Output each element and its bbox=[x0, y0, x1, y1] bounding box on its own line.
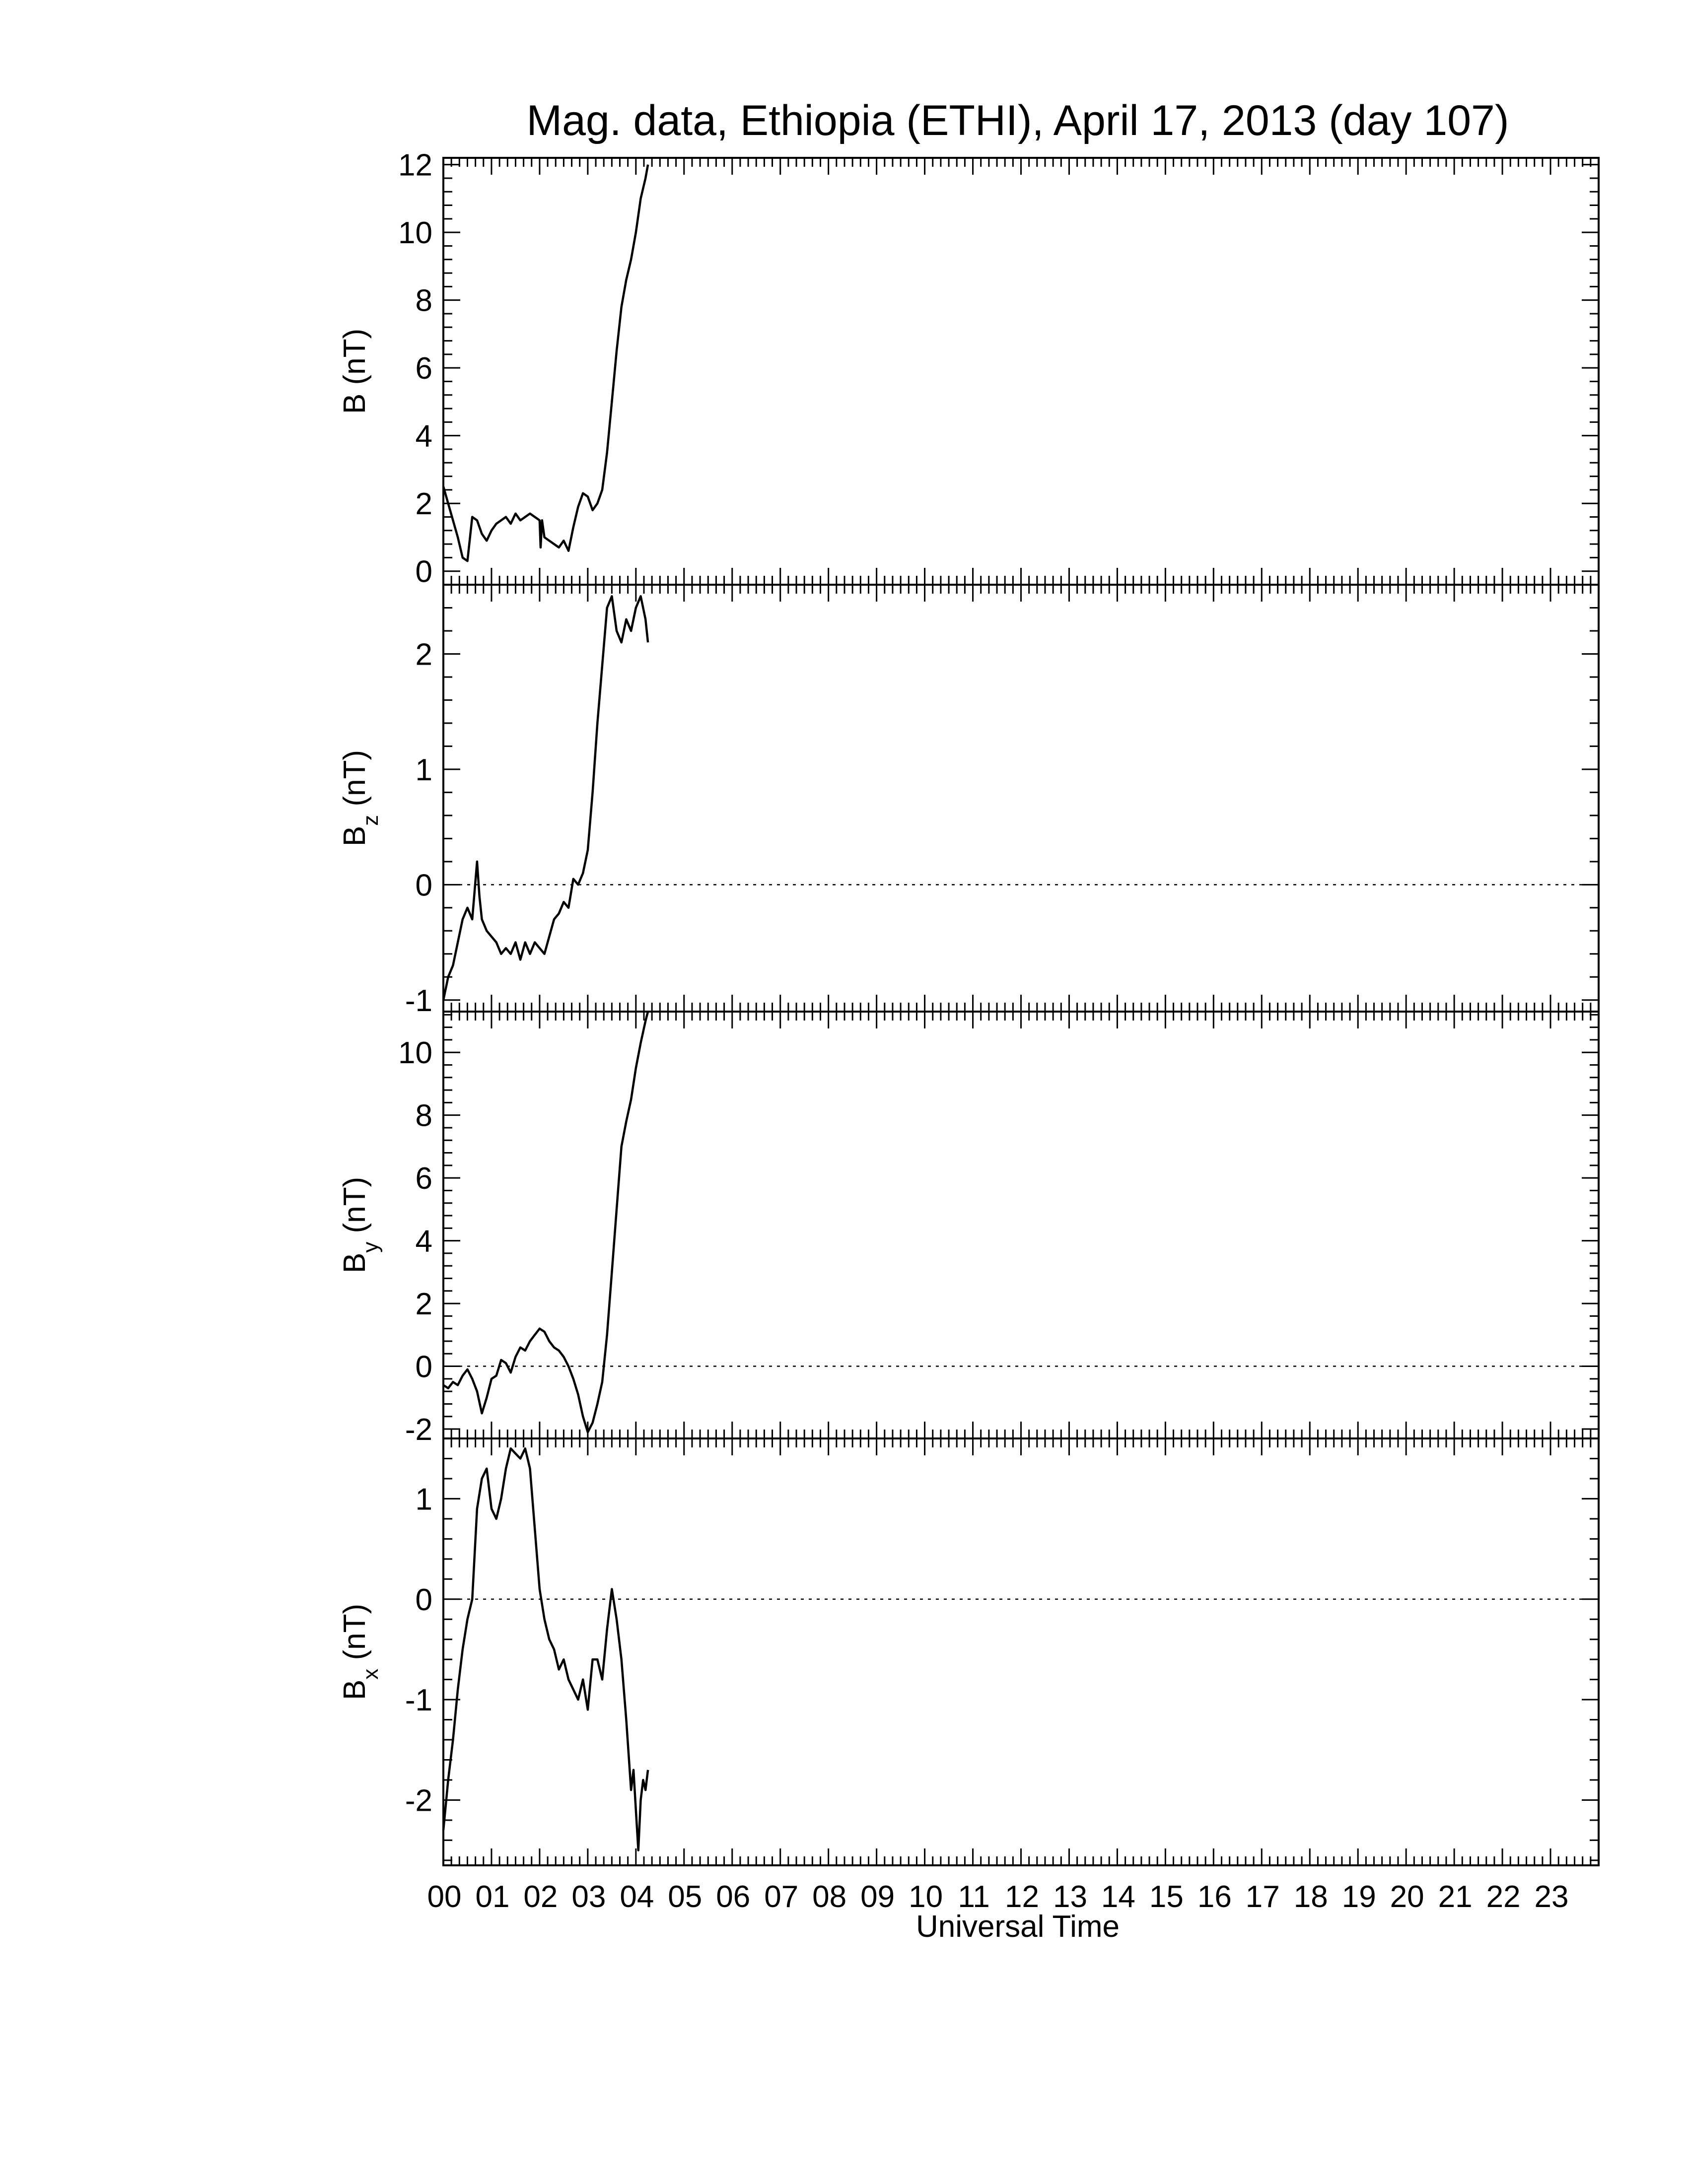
x-tick-label: 14 bbox=[1101, 1880, 1135, 1914]
y-axis-label-unit: (nT) bbox=[338, 1177, 372, 1242]
y-axis-label-main: B bbox=[338, 394, 372, 414]
y-tick-label: 10 bbox=[398, 1036, 432, 1070]
x-tick-labels: 00 01 02 03 04 05 06 07 08 09 10 11 12 13 14 15 16 17 18 19… bbox=[427, 1880, 1569, 1914]
y-tick-label: 0 bbox=[416, 868, 432, 902]
y-tick-label: 10 bbox=[398, 216, 432, 250]
x-tick-label: 05 bbox=[668, 1880, 702, 1914]
y-axis-label-By: By (nT) bbox=[338, 1177, 383, 1273]
x-tick-label: 22 bbox=[1486, 1880, 1521, 1914]
x-tick-label: 08 bbox=[812, 1880, 846, 1914]
panel-Bx: -2 -1 0 1 Bx (nT) bbox=[338, 1437, 1600, 1866]
x-tick-label: 21 bbox=[1438, 1880, 1473, 1914]
y-axis-label-main: B bbox=[338, 1680, 372, 1700]
x-tick-label: 01 bbox=[475, 1880, 509, 1914]
x-axis-title: Universal Time bbox=[916, 1910, 1120, 1944]
y-tick-label: -2 bbox=[405, 1413, 432, 1447]
y-axis-label-subscript: x bbox=[358, 1669, 383, 1680]
y-tick-label: 2 bbox=[416, 1287, 432, 1321]
x-tick-label: 11 bbox=[958, 1880, 989, 1914]
x-tick-label: 20 bbox=[1390, 1880, 1424, 1914]
y-tick-label: 2 bbox=[416, 637, 432, 672]
x-tick-label: 19 bbox=[1342, 1880, 1376, 1914]
x-tick-label: 03 bbox=[571, 1880, 606, 1914]
x-tick-label: 10 bbox=[909, 1880, 943, 1914]
y-tick-label: -1 bbox=[405, 984, 432, 1018]
x-tick-label: 18 bbox=[1294, 1880, 1328, 1914]
x-tick-label: 00 bbox=[427, 1880, 462, 1914]
panel-frame-Bx bbox=[442, 1437, 1600, 1866]
y-tick-label: 12 bbox=[398, 148, 432, 183]
x-tick-label: 16 bbox=[1197, 1880, 1232, 1914]
panel-frame-By bbox=[442, 1011, 1600, 1439]
x-tick-label: 23 bbox=[1535, 1880, 1569, 1914]
y-axis-label-subscript: z bbox=[358, 815, 383, 826]
series-line-By bbox=[442, 1011, 649, 1433]
series-line-Bz bbox=[442, 595, 649, 1001]
y-tick-label: 0 bbox=[416, 1350, 432, 1384]
y-axis-label-Bx: Bx (nT) bbox=[338, 1604, 383, 1700]
panel-frame-B bbox=[442, 157, 1600, 586]
y-tick-label: 6 bbox=[416, 351, 432, 386]
x-tick-label: 15 bbox=[1149, 1880, 1184, 1914]
y-tick-label: 1 bbox=[416, 753, 432, 787]
x-tick-label: 02 bbox=[523, 1880, 558, 1914]
y-tick-label: 6 bbox=[416, 1161, 432, 1196]
x-tick-label: 07 bbox=[764, 1880, 798, 1914]
panel-Bz: -1 0 1 2 Bz (nT) bbox=[338, 584, 1600, 1018]
y-tick-label: 0 bbox=[416, 555, 432, 589]
series-line-Bx bbox=[442, 1447, 649, 1851]
y-axis-label-Bz: Bz (nT) bbox=[338, 750, 383, 846]
y-axis-label-main: B bbox=[338, 826, 372, 846]
y-tick-label: 2 bbox=[416, 487, 432, 521]
y-axis-label-B: B (nT) bbox=[338, 329, 372, 414]
chart-title: Mag. data, Ethiopia (ETHI), April 17, 20… bbox=[526, 97, 1509, 144]
y-tick-label: -2 bbox=[405, 1783, 432, 1818]
panel-B: 0 2 4 6 8 10 12 B (nT) bbox=[338, 148, 1600, 589]
x-tick-label: 13 bbox=[1053, 1880, 1087, 1914]
y-tick-label: 0 bbox=[416, 1583, 432, 1617]
y-tick-label: 4 bbox=[416, 419, 432, 454]
x-tick-label: 04 bbox=[620, 1880, 654, 1914]
y-axis-label-unit: (nT) bbox=[338, 750, 372, 815]
y-axis-label-unit: (nT) bbox=[338, 329, 372, 394]
y-tick-label: 8 bbox=[416, 1099, 432, 1133]
y-tick-label: 1 bbox=[416, 1482, 432, 1516]
panel-frame-Bz bbox=[442, 584, 1600, 1013]
x-tick-label: 12 bbox=[1005, 1880, 1039, 1914]
y-axis-label-subscript: y bbox=[358, 1242, 383, 1253]
y-tick-label: 8 bbox=[416, 284, 432, 318]
y-axis-label-unit: (nT) bbox=[338, 1604, 372, 1669]
panel-By: -2 0 2 4 6 8 10 By (nT) bbox=[338, 1011, 1600, 1447]
x-tick-label: 09 bbox=[860, 1880, 895, 1914]
y-tick-label: 4 bbox=[416, 1225, 432, 1259]
y-axis-label-main: B bbox=[338, 1253, 372, 1273]
y-tick-label: -1 bbox=[405, 1683, 432, 1717]
series-line-B bbox=[442, 164, 649, 562]
x-tick-label: 17 bbox=[1246, 1880, 1280, 1914]
x-tick-label: 06 bbox=[716, 1880, 750, 1914]
